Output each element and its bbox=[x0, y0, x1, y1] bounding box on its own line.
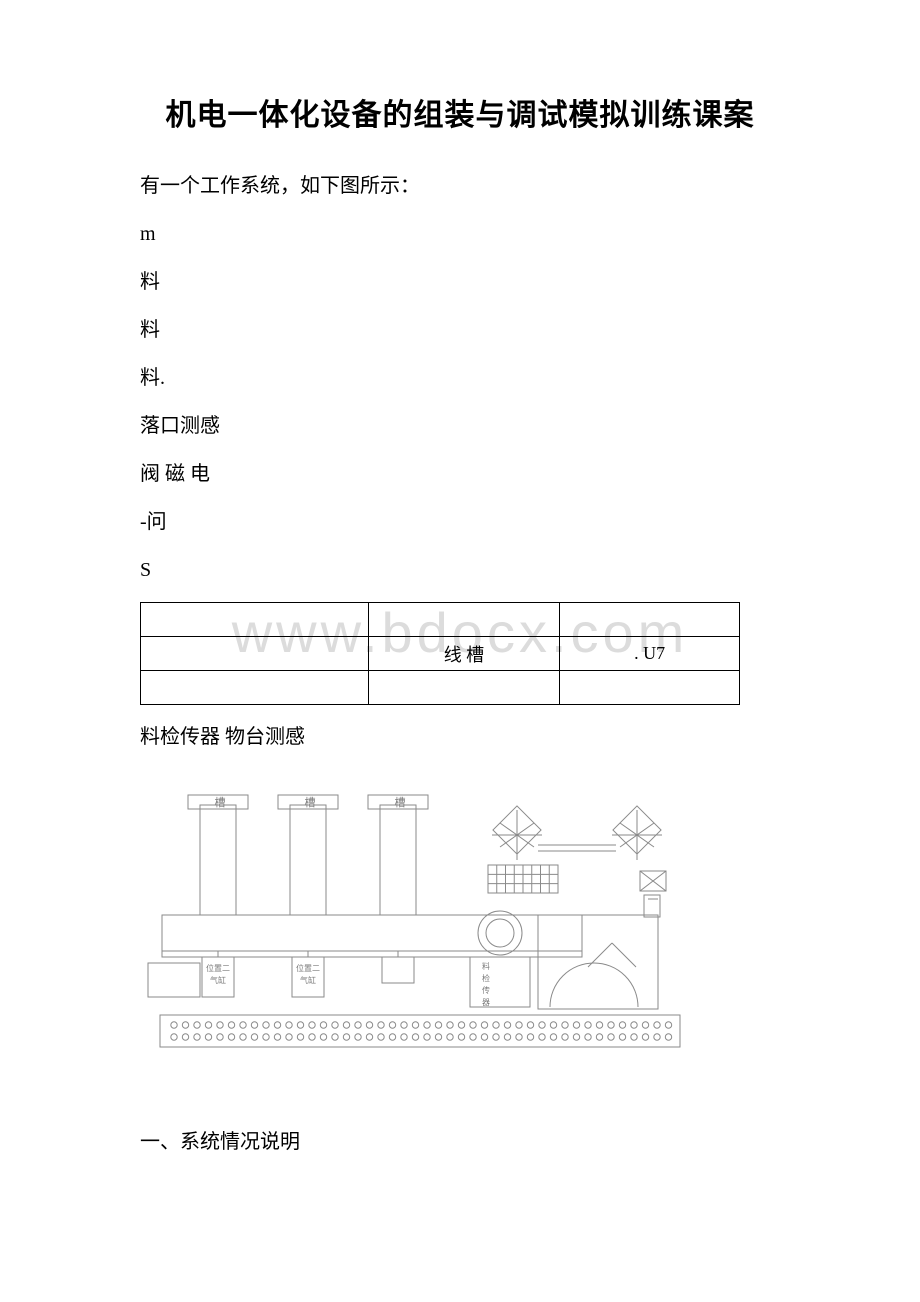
below-table-text: 料检传器 物台测感 bbox=[100, 713, 820, 761]
svg-text:槽: 槽 bbox=[215, 796, 226, 809]
svg-text:位置二: 位置二 bbox=[206, 963, 230, 973]
table-row: 线 槽 . U7 bbox=[141, 637, 740, 671]
table-cell bbox=[560, 603, 740, 637]
text-line: 落口测感 bbox=[100, 402, 820, 450]
svg-text:气缸: 气缸 bbox=[300, 975, 316, 985]
data-table: 线 槽 . U7 bbox=[140, 602, 740, 705]
svg-text:传: 传 bbox=[482, 985, 490, 995]
table-cell bbox=[368, 603, 560, 637]
table-cell: 线 槽 bbox=[368, 637, 560, 671]
svg-text:气缸: 气缸 bbox=[210, 975, 226, 985]
text-line: 料 bbox=[100, 306, 820, 354]
svg-text:料: 料 bbox=[482, 961, 490, 971]
svg-text:槽: 槽 bbox=[305, 796, 316, 809]
table-cell bbox=[560, 671, 740, 705]
text-line: S bbox=[100, 546, 820, 594]
table-cell bbox=[141, 671, 369, 705]
table-row bbox=[141, 603, 740, 637]
page-title: 机电一体化设备的组装与调试模拟训练课案 bbox=[100, 90, 820, 134]
table-cell bbox=[141, 637, 369, 671]
mechanical-diagram: 槽 槽 槽 位置二 气缸 bbox=[140, 785, 700, 1055]
table-cell: . U7 bbox=[560, 637, 740, 671]
section-1-heading: 一、系统情况说明 bbox=[100, 1125, 820, 1154]
text-line: m bbox=[100, 210, 820, 258]
svg-text:位置二: 位置二 bbox=[296, 963, 320, 973]
text-line: 料 bbox=[100, 258, 820, 306]
svg-text:槽: 槽 bbox=[395, 796, 406, 809]
text-line: 料. bbox=[100, 354, 820, 402]
text-line: -问 bbox=[100, 498, 820, 546]
table-cell bbox=[368, 671, 560, 705]
table-row bbox=[141, 671, 740, 705]
svg-text:器: 器 bbox=[482, 998, 490, 1007]
table-cell bbox=[141, 603, 369, 637]
text-line: 阀 磁 电 bbox=[100, 450, 820, 498]
intro-line: 有一个工作系统，如下图所示： bbox=[100, 162, 820, 210]
svg-text:检: 检 bbox=[482, 973, 490, 983]
